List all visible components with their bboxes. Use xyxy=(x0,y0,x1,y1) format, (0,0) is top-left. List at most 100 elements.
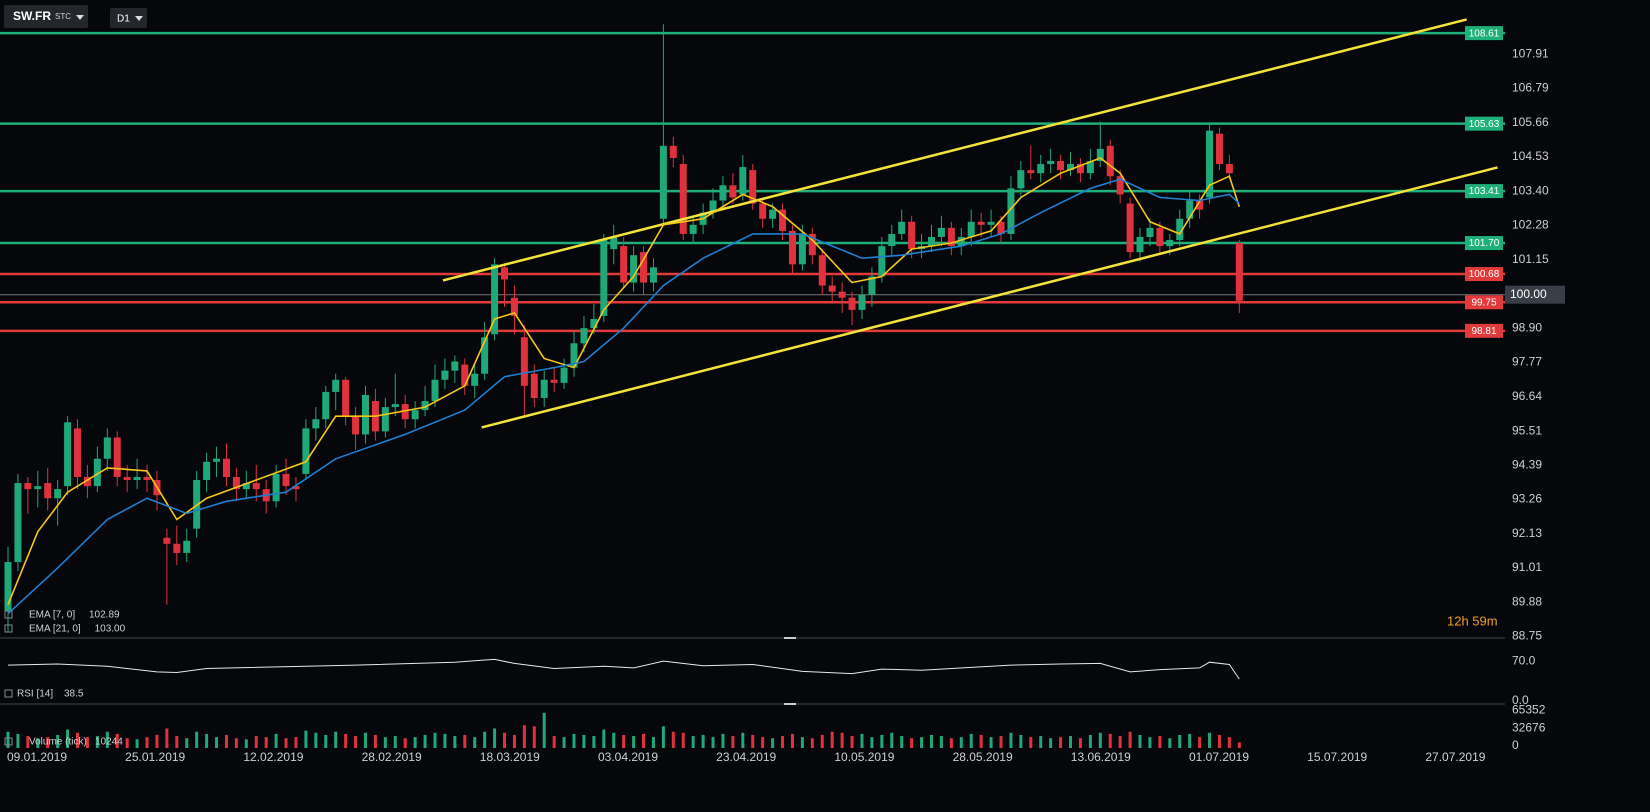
volume-bar xyxy=(1029,737,1033,748)
volume-bar xyxy=(1128,731,1132,748)
level-label: 103.41 xyxy=(1469,186,1500,197)
level-label-box xyxy=(1465,295,1503,310)
level-label-box xyxy=(1465,116,1503,131)
candle-body xyxy=(709,200,717,213)
candle-body xyxy=(232,476,240,490)
candle-body xyxy=(113,437,121,477)
volume-bar xyxy=(920,737,924,748)
volume-bar xyxy=(582,734,586,748)
candle-body xyxy=(222,458,230,477)
volume-bar xyxy=(562,737,566,748)
candle-body xyxy=(838,291,846,298)
level-label: 108.61 xyxy=(1469,28,1500,39)
legend-value: 38.5 xyxy=(64,689,84,700)
volume-bar xyxy=(671,731,675,748)
candle-body xyxy=(1166,240,1174,247)
candle-body xyxy=(788,230,796,265)
candle-body xyxy=(947,227,955,247)
candle-body xyxy=(898,221,906,234)
interval-selector[interactable]: D1 xyxy=(110,8,147,28)
x-tick-label: 03.04.2019 xyxy=(598,750,658,764)
candle-body xyxy=(431,379,439,402)
legend-name: EMA [21, 0] xyxy=(29,624,81,635)
candle-body xyxy=(679,164,687,234)
volume-bar xyxy=(1188,733,1192,748)
volume-bar xyxy=(651,737,655,748)
volume-bar xyxy=(1039,736,1043,748)
resize-handle[interactable] xyxy=(784,703,796,705)
selector-box[interactable] xyxy=(4,5,88,28)
volume-bar xyxy=(1217,734,1221,748)
volume-bar xyxy=(363,732,367,748)
volume-bar xyxy=(979,734,983,748)
level-label: 100.68 xyxy=(1469,269,1500,280)
y-tick-label: 107.91 xyxy=(1512,47,1549,61)
volume-bar xyxy=(959,737,963,748)
volume-bar xyxy=(36,738,40,748)
candle-body xyxy=(769,209,777,219)
candle-body xyxy=(580,328,588,344)
volume-bar xyxy=(105,731,109,748)
volume-bar xyxy=(185,738,189,748)
volume-bar xyxy=(1237,742,1241,748)
volume-bar xyxy=(284,738,288,748)
volume-bar xyxy=(1088,734,1092,748)
volume-bar xyxy=(56,734,60,748)
y-tick-label: 88.75 xyxy=(1512,629,1542,643)
volume-bar xyxy=(483,731,487,748)
candle-body xyxy=(282,473,290,487)
candle-body xyxy=(1215,133,1223,165)
last-price-box xyxy=(1505,285,1565,304)
x-tick-label: 01.07.2019 xyxy=(1189,750,1249,764)
volume-bar xyxy=(234,738,238,748)
volume-bar xyxy=(761,737,765,748)
volume-bar xyxy=(1148,737,1152,748)
volume-bar xyxy=(602,729,606,748)
candle-body xyxy=(272,473,280,502)
x-tick-label: 09.01.2019 xyxy=(7,750,67,764)
candle-body xyxy=(4,562,12,611)
candle-body xyxy=(1136,236,1144,253)
candle-body xyxy=(292,486,300,490)
candle-body xyxy=(749,170,757,204)
dropdown-arrow xyxy=(76,15,84,20)
selector-box[interactable] xyxy=(110,8,147,28)
volume-tick-label: 32676 xyxy=(1512,720,1546,734)
volume-bar xyxy=(324,734,328,748)
level-label-box xyxy=(1465,236,1503,251)
candle-body xyxy=(441,370,449,380)
candle-body xyxy=(659,145,667,219)
x-tick-label: 28.05.2019 xyxy=(953,750,1013,764)
candle-body xyxy=(1106,145,1114,177)
volume-bar xyxy=(850,736,854,748)
legend-icon xyxy=(4,689,13,698)
volume-bar xyxy=(1069,736,1073,748)
volume-bar xyxy=(1227,737,1231,748)
volume-bar xyxy=(969,733,973,748)
candle-body xyxy=(590,319,598,329)
symbol-selector[interactable]: SW.FR STC xyxy=(4,5,88,28)
candle-body xyxy=(669,145,677,158)
candle-body xyxy=(83,476,91,487)
resize-handle[interactable] xyxy=(784,637,796,639)
candle-body xyxy=(630,255,638,283)
volume-bar xyxy=(85,737,89,748)
volume-bar xyxy=(1019,734,1023,748)
volume-bar xyxy=(612,732,616,748)
level-label: 99.75 xyxy=(1471,297,1496,308)
y-tick-label: 106.79 xyxy=(1512,81,1549,95)
candle-body xyxy=(868,276,876,295)
volume-bar xyxy=(661,726,665,748)
volume-bar xyxy=(810,738,814,748)
candle-body xyxy=(848,297,856,310)
trendline xyxy=(481,166,1498,429)
y-tick-label: 98.90 xyxy=(1512,320,1542,334)
candle-body xyxy=(74,428,82,477)
x-tick-label: 15.07.2019 xyxy=(1307,750,1367,764)
candle-body xyxy=(242,483,250,490)
volume-bar xyxy=(860,733,864,748)
volume-bar xyxy=(751,734,755,748)
candle-body xyxy=(501,267,508,280)
